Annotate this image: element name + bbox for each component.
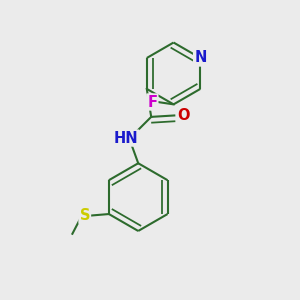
Text: S: S [80,208,90,223]
Text: HN: HN [114,130,139,146]
Text: O: O [177,108,190,123]
Text: F: F [147,94,158,110]
Text: N: N [194,50,206,65]
